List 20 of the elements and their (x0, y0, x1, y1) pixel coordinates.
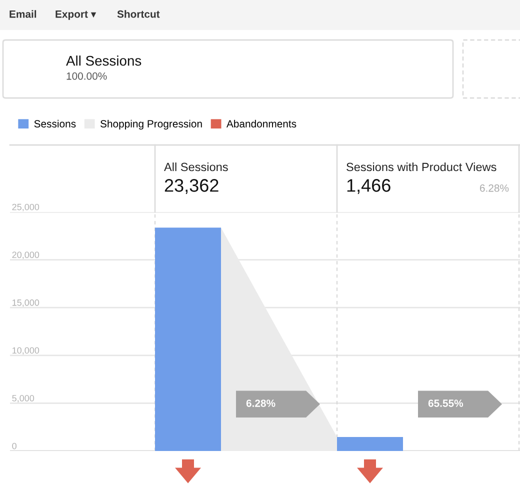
legend-label: Abandonments (226, 120, 296, 128)
annotation: 6.28% (246, 400, 276, 407)
annotation: 65.55% (428, 400, 464, 407)
text: 100.00% (66, 72, 107, 80)
y-tick-label: 0 (12, 442, 16, 450)
y-tick-label: 15,000 (12, 299, 40, 307)
text: Shortcut (117, 10, 160, 18)
legend-label: Shopping Progression (100, 120, 202, 130)
text: Email (10, 10, 36, 18)
text: 6.28% (480, 184, 509, 192)
text: All Sessions (66, 56, 142, 66)
y-tick-label: 10,000 (12, 347, 40, 355)
text: Export ▾ (56, 10, 96, 20)
legend-label: Sessions (34, 120, 76, 128)
y-tick-label: 20,000 (12, 252, 40, 260)
y-tick-label: 5,000 (12, 395, 34, 402)
data-label: 23,362 (164, 179, 218, 194)
x-tick-label: Sessions with Product Views (346, 162, 496, 172)
data-label: 1,466 (347, 179, 390, 194)
y-tick-label: 25,000 (12, 204, 40, 212)
